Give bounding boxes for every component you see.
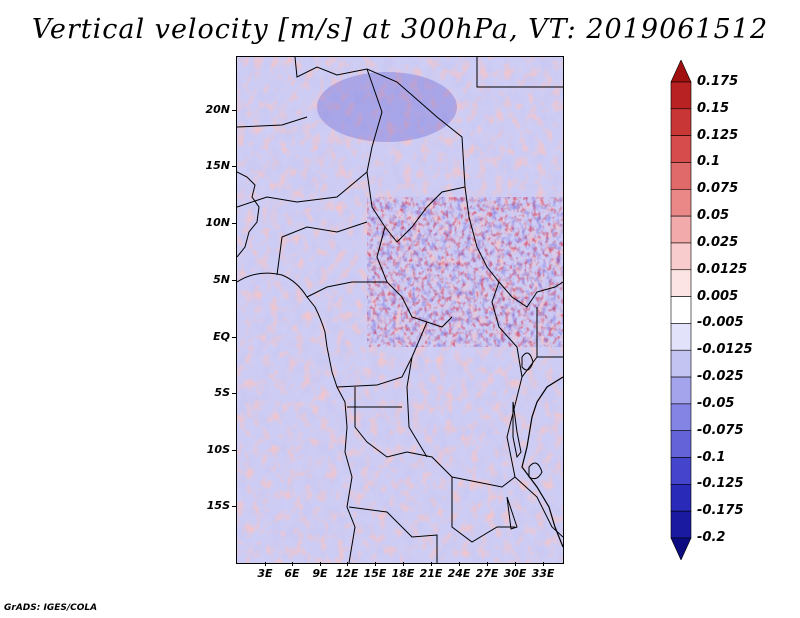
lon-tick	[543, 562, 544, 566]
colorbar-tick-label: -0.005	[697, 315, 744, 331]
colorbar-tick-label: 0.15	[697, 100, 730, 116]
lon-label-3e: 3E	[257, 567, 273, 580]
lon-label-24e: 24E	[447, 567, 471, 580]
lat-tick	[232, 110, 236, 111]
colorbar-tick-label: 0.1	[697, 154, 721, 170]
colorbar-tick-label: -0.05	[697, 395, 735, 411]
lat-label-5s: 5S	[214, 386, 230, 399]
vertical-velocity-field-map	[237, 57, 563, 563]
lon-label-9e: 9E	[312, 567, 328, 580]
lat-tick	[232, 506, 236, 507]
lon-tick	[515, 562, 516, 566]
credit-text: GrADS: IGES/COLA	[4, 603, 98, 613]
lat-label-15n: 15N	[205, 159, 230, 172]
colorbar-tick-label: 0.05	[697, 208, 730, 224]
colorbar-box	[670, 403, 692, 432]
colorbar-box	[670, 510, 692, 539]
colorbar-tick-label: -0.0125	[697, 342, 753, 358]
colorbar-tick-label: 0.075	[697, 181, 739, 197]
lon-tick	[292, 562, 293, 566]
lat-label-20n: 20N	[205, 103, 230, 116]
colorbar-tick-label: -0.175	[697, 503, 744, 519]
colorbar-box	[670, 376, 692, 405]
colorbar-box	[670, 215, 692, 244]
colorbar-tick-label: 0.175	[697, 74, 739, 89]
lon-label-27e: 27E	[475, 567, 499, 580]
lat-tick	[232, 280, 236, 281]
lakes	[506, 352, 543, 530]
lon-tick	[347, 562, 348, 566]
colorbar-box	[670, 60, 692, 83]
colorbar-tick-label: -0.125	[697, 476, 744, 492]
colorbar-box	[670, 457, 692, 485]
colorbar-tick-label: 0.025	[697, 234, 739, 250]
colorbar-box	[670, 537, 692, 560]
lon-label-18e: 18E	[391, 567, 415, 580]
lon-tick	[487, 562, 488, 566]
colorbar-box	[670, 81, 692, 110]
chart-title: Vertical velocity [m/s] at 300hPa, VT: 2…	[31, 14, 769, 45]
colorbar-box	[670, 269, 692, 297]
lon-tick	[375, 562, 376, 566]
colorbar-box	[670, 296, 692, 324]
colorbar-box	[670, 430, 692, 458]
country-borders	[237, 57, 563, 563]
colorbar-tick-label: -0.075	[697, 422, 744, 438]
east-coastline	[521, 376, 563, 548]
colorbar-box	[670, 349, 692, 378]
colorbar-box	[670, 242, 692, 271]
colorbar-tick-label: 0.0125	[697, 261, 748, 277]
lon-label-30e: 30E	[503, 567, 527, 580]
colorbar	[670, 60, 692, 560]
colorbar-tick-label: 0.005	[697, 288, 739, 304]
northern-subsidence	[317, 72, 457, 142]
lat-tick	[232, 166, 236, 167]
colorbar-box	[670, 484, 692, 512]
lat-label-10s: 10S	[206, 443, 230, 456]
lat-label-5n: 5N	[213, 273, 230, 286]
lat-tick	[232, 337, 236, 338]
colorbar-tick-label: -0.025	[697, 369, 744, 385]
lon-tick	[459, 562, 460, 566]
lat-label-10n: 10N	[205, 216, 230, 229]
colorbar-box	[670, 323, 692, 351]
colorbar-box	[670, 188, 692, 217]
lat-tick	[232, 450, 236, 451]
lon-label-33e: 33E	[531, 567, 555, 580]
lon-label-12e: 12E	[335, 567, 359, 580]
colorbar-box	[670, 135, 692, 163]
lon-tick	[403, 562, 404, 566]
lon-label-6e: 6E	[284, 567, 300, 580]
colorbar-tick-label: -0.1	[697, 449, 726, 465]
lon-tick	[320, 562, 321, 566]
colorbar-box	[670, 108, 692, 136]
convective-band	[367, 197, 563, 347]
lat-tick	[232, 223, 236, 224]
lat-tick	[232, 393, 236, 394]
lon-tick	[431, 562, 432, 566]
colorbar-box	[670, 162, 692, 190]
lon-label-21e: 21E	[419, 567, 443, 580]
lat-label-15s: 15S	[206, 499, 230, 512]
map-panel	[236, 56, 564, 564]
colorbar-tick-label: -0.2	[697, 530, 726, 545]
lat-label-eq: EQ	[213, 330, 230, 343]
lon-tick	[265, 562, 266, 566]
lon-label-15e: 15E	[363, 567, 387, 580]
colorbar-tick-label: 0.125	[697, 127, 739, 143]
